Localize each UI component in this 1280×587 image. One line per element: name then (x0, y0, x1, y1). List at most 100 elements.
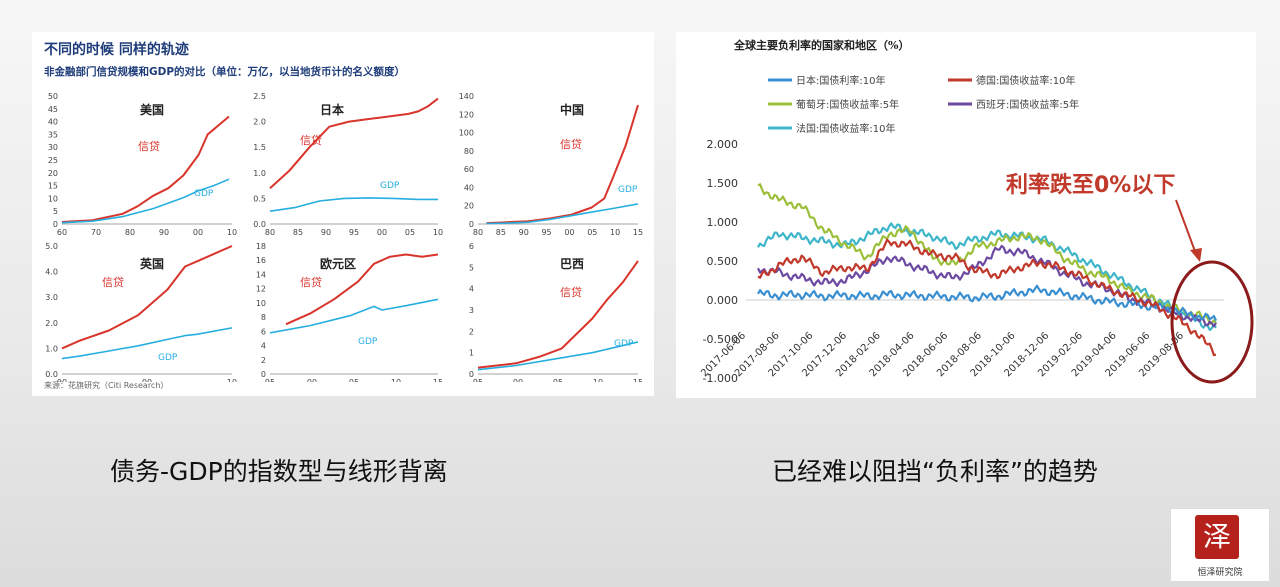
highlight-circle (1170, 260, 1254, 384)
credit-label: 信贷 (300, 133, 322, 147)
y-tick-label: 12 (256, 285, 266, 294)
rate-annotation: 利率跌至0%以下 (1006, 172, 1175, 198)
x-tick-label: 10 (227, 228, 237, 237)
rate-series-line (757, 222, 1217, 332)
source-note: 来源：花旗研究（Citi Research） (44, 381, 169, 390)
y-tick-label: 2.0 (45, 319, 58, 328)
credit-line (285, 253, 439, 326)
x-tick-label: 10 (391, 378, 401, 382)
y-tick-label: 35 (48, 130, 58, 139)
credit-line (61, 115, 230, 223)
credit-label: 信贷 (560, 137, 582, 151)
x-tick-label: 05 (587, 228, 597, 237)
y-tick-label: -1.000 (703, 372, 738, 385)
y-tick-label: 5 (469, 263, 474, 272)
credit-line (486, 104, 639, 225)
x-tick-label: 00 (377, 228, 387, 237)
y-tick-label: 40 (464, 183, 474, 192)
y-tick-label: 6 (469, 242, 474, 251)
x-tick-label: 95 (473, 378, 483, 382)
y-tick-label: 4.0 (45, 268, 58, 277)
legend-label: 西班牙:国债收益率:5年 (976, 98, 1079, 111)
y-tick-label: 45 (48, 105, 58, 114)
panel-subtitle: 非金融部门信贷规模和GDP的对比（单位：万亿，以当地货币计的名义额度） (44, 66, 406, 78)
panel-title: 不同的时候 同样的轨迹 (44, 42, 189, 58)
y-tick-label: 0 (53, 220, 58, 229)
y-tick-label: 3 (469, 306, 474, 315)
y-tick-label: 10 (256, 299, 266, 308)
x-tick-label: 05 (405, 228, 415, 237)
y-tick-label: 4 (261, 342, 266, 351)
y-tick-label: 8 (261, 313, 266, 322)
y-tick-label: 1.000 (707, 216, 739, 229)
y-tick-label: 18 (256, 242, 266, 251)
x-tick-label: 90 (519, 228, 529, 237)
x-tick-label: 00 (513, 378, 523, 382)
credit-label: 信贷 (138, 139, 160, 153)
x-tick-label: 05 (553, 378, 563, 382)
gdp-line (61, 178, 230, 224)
gdp-line (61, 327, 233, 360)
credit-line (477, 260, 639, 369)
y-tick-label: 0.500 (707, 255, 739, 268)
credit-line (61, 245, 233, 350)
y-tick-label: 5 (53, 207, 58, 216)
y-tick-label: 2.5 (253, 92, 266, 101)
y-tick-label: 3.0 (45, 293, 58, 302)
x-tick-label: 80 (473, 228, 483, 237)
x-tick-label: 10 (227, 378, 237, 382)
y-tick-label: 30 (48, 143, 58, 152)
credit-label: 信贷 (300, 275, 322, 289)
gdp-label: GDP (194, 189, 214, 199)
gdp-label: GDP (380, 181, 400, 191)
rate-series-line (757, 238, 1217, 357)
y-tick-label: 0.0 (45, 370, 58, 379)
x-tick-label: 85 (496, 228, 506, 237)
country-title: 美国 (140, 102, 164, 117)
rate-series-line (757, 284, 1217, 322)
country-title: 欧元区 (320, 256, 356, 271)
y-tick-label: 14 (256, 270, 266, 279)
y-tick-label: 1.0 (253, 169, 266, 178)
x-tick-label: 15 (633, 378, 643, 382)
x-tick-label: 05 (349, 378, 359, 382)
negative-rates-panel: 全球主要负利率的国家和地区（%） 2.000 1.500 1.000 0.500 0.0… (676, 32, 1256, 398)
x-tick-label: 90 (159, 228, 169, 237)
y-tick-label: 20 (464, 202, 474, 211)
x-tick-label: 10 (433, 228, 443, 237)
y-tick-label: -0.500 (703, 333, 738, 346)
x-tick-label: 85 (293, 228, 303, 237)
x-tick-label: 60 (57, 228, 67, 237)
gdp-line (269, 197, 438, 212)
y-tick-label: 1 (469, 349, 474, 358)
gdp-line (477, 341, 639, 371)
x-tick-label: 80 (125, 228, 135, 237)
y-tick-label: 50 (48, 92, 58, 101)
x-tick-label: 00 (142, 378, 152, 382)
gdp-line (486, 203, 639, 225)
y-tick-label: 6 (261, 327, 266, 336)
country-title: 巴西 (560, 257, 584, 271)
x-tick-label: 90 (321, 228, 331, 237)
credit-label: 信贷 (102, 275, 124, 289)
x-tick-label: 80 (265, 228, 275, 237)
y-tick-label: 140 (459, 92, 474, 101)
x-tick-label: 70 (91, 228, 101, 237)
y-tick-label: 40 (48, 118, 58, 127)
y-tick-label: 10 (48, 194, 58, 203)
legend-label: 日本:国债利率:10年 (796, 74, 885, 87)
x-tick-label: 15 (433, 378, 443, 382)
y-tick-label: 80 (464, 147, 474, 156)
y-tick-label: 1.500 (707, 177, 739, 190)
y-tick-label: 1.0 (45, 344, 58, 353)
x-tick-label: 95 (265, 378, 275, 382)
gdp-label: GDP (158, 353, 178, 363)
y-tick-label: 4 (469, 285, 474, 294)
y-tick-label: 60 (464, 165, 474, 174)
y-tick-label: 15 (48, 182, 58, 191)
y-tick-label: 1.5 (253, 143, 266, 152)
caption-right: 已经难以阻挡“负利率”的趋势 (772, 457, 1098, 486)
y-tick-label: 2 (469, 327, 474, 336)
legend-label: 德国:国债收益率:10年 (976, 74, 1075, 87)
gdp-label: GDP (358, 337, 378, 347)
